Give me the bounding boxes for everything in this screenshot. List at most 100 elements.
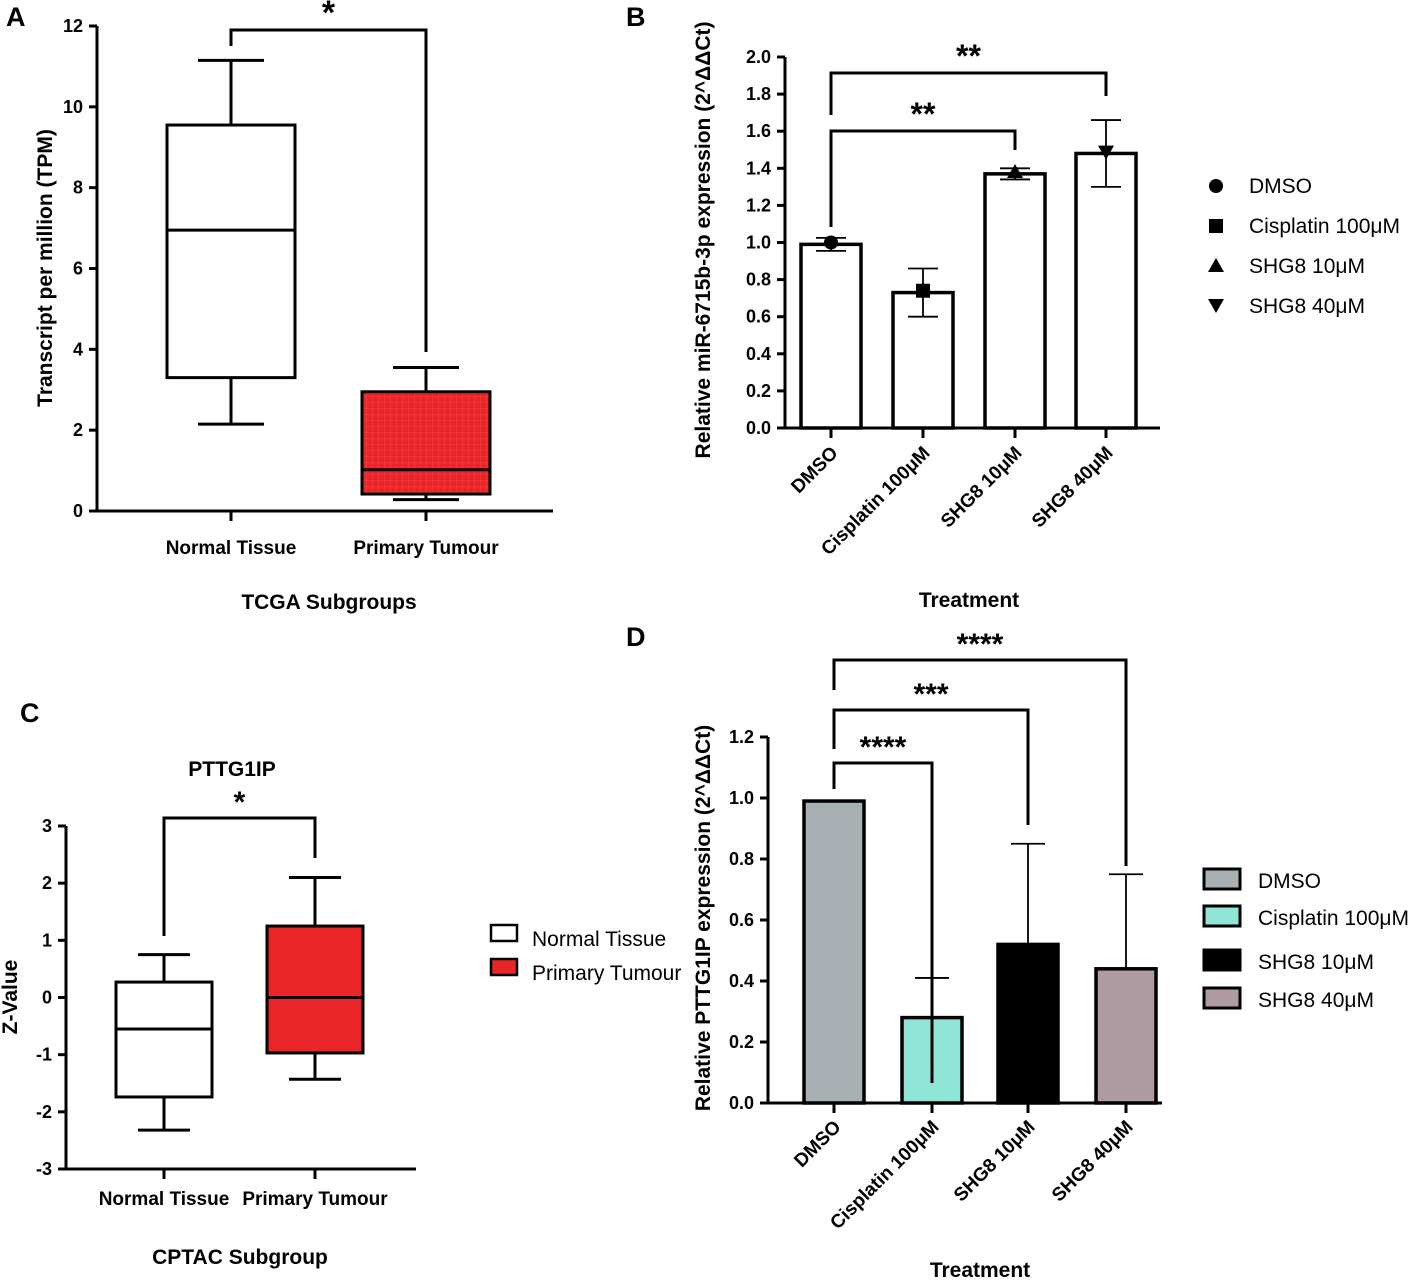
y-tick-label: 3 — [42, 816, 52, 836]
bar-2 — [996, 942, 1060, 1105]
y-tick-label: 0.8 — [746, 270, 771, 290]
y-tick-label: 1.4 — [746, 158, 771, 178]
significance-bracket — [832, 658, 1128, 866]
box-tumour — [360, 390, 492, 496]
legend-swatch — [489, 923, 519, 943]
bar-0 — [802, 799, 866, 1105]
panel-a-y-label: Transcript per million (TPM) — [34, 129, 57, 407]
legend-swatch — [1202, 948, 1242, 972]
significance-bracket — [829, 129, 1017, 227]
panel-d-legend: DMSO Cisplatin 100μM SHG8 10μM SHG8 40μM — [1202, 867, 1409, 1012]
category-label: Cisplatin 100μM — [826, 1117, 943, 1234]
legend-label: SHG8 40μM — [1258, 989, 1374, 1012]
y-tick-label: 0.6 — [746, 307, 771, 327]
significance-bracket — [829, 71, 1108, 115]
legend-label: SHG8 10μM — [1249, 255, 1365, 278]
y-tick-label: -3 — [36, 1159, 52, 1179]
y-tick-label: 4 — [73, 339, 83, 359]
y-tick-label: 0.6 — [729, 910, 754, 930]
data-point-square — [916, 283, 930, 298]
legend-label: SHG8 40μM — [1249, 295, 1365, 318]
significance-bracket — [832, 708, 1030, 825]
data-point-circle — [824, 235, 838, 250]
y-tick-label: 2 — [42, 873, 52, 893]
legend-label: Cisplatin 100μM — [1258, 907, 1409, 930]
legend-label: DMSO — [1258, 870, 1321, 893]
significance-label: * — [322, 0, 336, 32]
significance-bracket — [832, 761, 934, 1083]
y-tick-label: 0.4 — [729, 971, 754, 991]
panel-d-x-label: Treatment — [930, 1259, 1030, 1282]
panel-b-legend: DMSO Cisplatin 100μM SHG8 10μM SHG8 40μM — [1208, 175, 1400, 318]
panel-b-bar-chart: 0.0 0.2 0.4 0.6 0.8 1.0 1.2 1.4 1.6 1.8 2.0 ** ** D… — [692, 22, 1400, 612]
significance-label: * — [234, 786, 246, 819]
y-tick-label: 0.8 — [729, 849, 754, 869]
panel-c-legend: Normal Tissue Primary Tumour — [489, 923, 681, 985]
y-tick-label: 1.2 — [729, 727, 754, 747]
legend-swatch — [1202, 986, 1242, 1010]
legend-swatch — [1202, 904, 1242, 928]
panel-label-c: C — [20, 698, 40, 728]
panel-b-x-label: Treatment — [919, 589, 1019, 612]
panel-c-category-normal: Normal Tissue — [99, 1189, 230, 1210]
y-tick-label: 1.2 — [746, 195, 771, 215]
legend-label: Cisplatin 100μM — [1249, 215, 1400, 238]
legend-swatch — [1202, 867, 1242, 891]
panel-b-y-label: Relative miR-6715b-3p expression (2^ΔΔCt… — [692, 22, 715, 459]
panel-c-box-plot: PTTG1IP -3 -2 -1 0 1 2 3 * Normal Tissue Prima… — [0, 758, 681, 1269]
significance-bracket — [162, 816, 317, 936]
category-label: SHG8 10μM — [937, 443, 1027, 533]
significance-label: **** — [957, 628, 1004, 661]
y-tick-label: 0.0 — [729, 1093, 754, 1113]
panel-c-category-tumour: Primary Tumour — [242, 1189, 388, 1210]
panel-a-category-tumour: Primary Tumour — [353, 538, 499, 559]
bar-3 — [1074, 151, 1138, 430]
significance-label: ** — [911, 96, 936, 132]
significance-label: ** — [956, 38, 981, 74]
box-tumour — [265, 924, 365, 1055]
legend-label: Normal Tissue — [532, 928, 666, 951]
y-tick-label: 1.0 — [729, 788, 754, 808]
panel-a-category-normal: Normal Tissue — [166, 538, 297, 559]
panel-label-a: A — [6, 2, 26, 32]
y-tick-label: 1 — [42, 930, 52, 950]
legend-marker-triangle-up — [1208, 258, 1224, 272]
y-tick-label: 1.8 — [746, 84, 771, 104]
y-tick-label: 0 — [73, 501, 83, 521]
panel-a-box-plot: 0 2 4 6 8 10 12 * Normal Tissue Primary Tumour… — [34, 0, 553, 614]
panel-c-x-label: CPTAC Subgroup — [152, 1246, 328, 1269]
category-label: SHG8 40μM — [1028, 443, 1118, 533]
box-normal — [114, 980, 214, 1099]
y-tick-label: -1 — [36, 1045, 52, 1065]
y-tick-label: 8 — [73, 178, 83, 198]
panel-a-x-label: TCGA Subgroups — [241, 591, 416, 614]
legend-marker-square — [1209, 219, 1223, 233]
data-point-triangle-up — [1007, 164, 1023, 179]
category-label: DMSO — [790, 1117, 845, 1172]
data-point-triangle-down — [1098, 145, 1114, 160]
legend-label: Primary Tumour — [532, 962, 681, 985]
bar-0 — [799, 242, 863, 430]
box-normal — [165, 123, 297, 380]
panel-c-title: PTTG1IP — [188, 758, 276, 781]
panel-label-d: D — [626, 622, 646, 652]
y-tick-label: 1.0 — [746, 233, 771, 253]
legend-marker-circle — [1209, 179, 1223, 193]
y-tick-label: 2 — [73, 420, 83, 440]
bar-2 — [983, 172, 1047, 430]
panel-d-bar-chart: 0.00.20.40.60.81.01.2 *********** DMSOCi… — [692, 628, 1409, 1282]
y-tick-label: 0.2 — [729, 1032, 754, 1052]
panel-d-y-label: Relative PTTG1IP expression (2^ΔΔCt) — [692, 725, 715, 1111]
y-tick-label: 10 — [63, 97, 83, 117]
category-label: SHG8 10μM — [950, 1117, 1040, 1207]
y-tick-label: 6 — [73, 259, 83, 279]
y-tick-label: 0 — [42, 988, 52, 1008]
category-label: DMSO — [787, 443, 842, 498]
legend-marker-triangle-down — [1208, 299, 1224, 313]
y-tick-label: 0.2 — [746, 381, 771, 401]
legend-swatch — [489, 957, 519, 977]
y-tick-label: 0.0 — [746, 418, 771, 438]
significance-label: *** — [913, 678, 948, 711]
panel-label-b: B — [626, 2, 646, 32]
